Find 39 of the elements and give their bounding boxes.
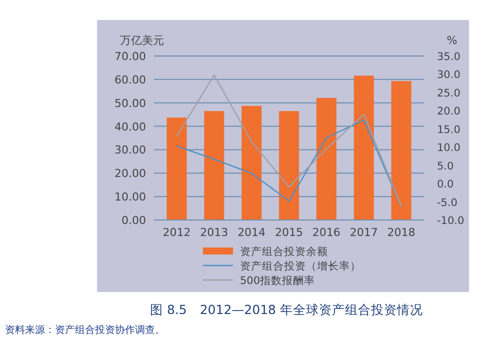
y-tick-label: 60.00 (114, 73, 146, 86)
bar (354, 76, 374, 220)
text: 资料来源：资产组合投资协作调查。 (5, 324, 165, 336)
legend-label: 资产组合投资（增长率） (240, 260, 361, 272)
y2-tick-label: -5.0 (437, 196, 458, 209)
x-tick-label: 2016 (312, 226, 340, 239)
y-tick-label: 20.00 (114, 167, 146, 180)
y2-tick-label: 10.0 (437, 142, 460, 154)
x-tick-label: 2013 (200, 226, 228, 239)
y2-tick-label: 25.0 (437, 87, 460, 100)
y2-tick-label: 5.0 (437, 160, 454, 172)
bar (316, 98, 336, 220)
bar (204, 111, 224, 220)
y-tick-label: 40.00 (114, 120, 146, 134)
x-tick-label: 2014 (238, 226, 266, 239)
y-axis-title: 万亿美元 (120, 34, 164, 47)
y-tick-label: 30.00 (114, 144, 146, 157)
y-tick-label: 70.00 (114, 50, 146, 63)
y2-tick-label: 0.0 (437, 178, 454, 191)
bar (242, 106, 262, 220)
y2-tick-label: 20.0 (437, 106, 460, 118)
y2-tick-label: 30.0 (437, 69, 460, 82)
bar (391, 81, 412, 220)
legend-label: 资产组合投资余额 (240, 245, 328, 258)
y2-tick-label: -10.0 (437, 215, 464, 227)
text: 图 8.5 2012—2018 年全球资产组合投资情况 (150, 302, 423, 317)
bar (166, 118, 187, 220)
y2-tick-label: 35.0 (437, 51, 460, 63)
x-tick-label: 2012 (162, 226, 191, 239)
y2-axis-title: % (446, 34, 458, 47)
y-tick-label: 50.00 (114, 96, 146, 110)
y2-tick-label: 15.0 (437, 124, 460, 136)
x-tick-label: 2017 (350, 226, 378, 239)
x-tick-label: 2018 (387, 226, 416, 239)
bar (279, 111, 299, 220)
y-tick-label: 0.00 (122, 214, 146, 227)
x-tick-label: 2015 (275, 226, 303, 239)
y-tick-label: 10.00 (114, 190, 146, 204)
legend-label: 500指数报酬率 (240, 274, 316, 287)
